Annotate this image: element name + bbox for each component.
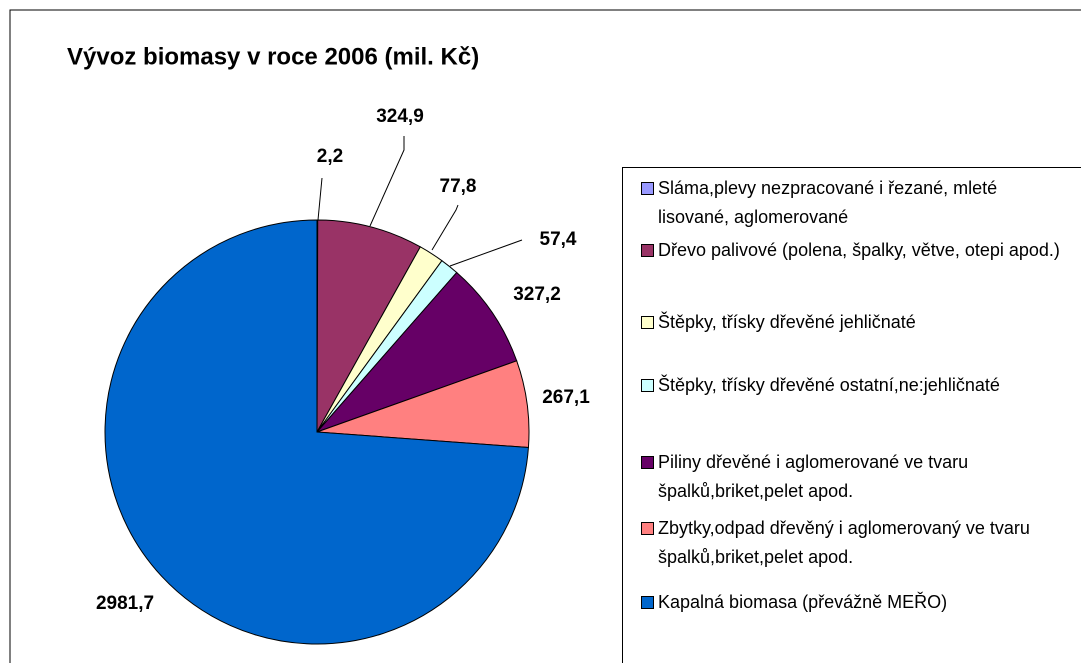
leader-line: [431, 204, 459, 251]
legend-label: Štěpky, třísky dřevěné ostatní,ne:jehlič…: [658, 375, 1000, 395]
data-label: 77,8: [440, 176, 477, 197]
legend-label: Dřevo palivové (polena, špalky, větve, o…: [658, 240, 1060, 260]
legend-label: Sláma,plevy nezpracované i řezané, mleté…: [658, 178, 998, 227]
data-label: 327,2: [513, 284, 561, 305]
leader-line: [317, 177, 323, 221]
pie-slice: [315, 271, 518, 434]
pie-slice: [104, 219, 529, 645]
data-label: 57,4: [540, 229, 577, 250]
leader-line: [449, 239, 523, 267]
legend-swatch: [641, 596, 654, 609]
chart-title: Vývoz biomasy v roce 2006 (mil. Kč): [67, 43, 479, 70]
legend-label: Kapalná biomasa (převážně MEŘO): [658, 592, 948, 612]
pie-slice: [316, 219, 421, 434]
legend: Sláma,plevy nezpracované i řezané, mleté…: [622, 167, 1081, 663]
legend-item: Štěpky, třísky dřevěné jehličnaté: [641, 308, 1061, 337]
data-label: 2981,7: [96, 593, 154, 614]
data-label: 2,2: [317, 146, 343, 167]
legend-swatch: [641, 244, 654, 257]
legend-swatch: [641, 182, 654, 195]
legend-swatch: [641, 316, 654, 329]
legend-label: Zbytky,odpad dřevěný i aglomerovaný ve t…: [658, 518, 1030, 567]
leader-line: [369, 136, 405, 227]
legend-item: Kapalná biomasa (převážně MEŘO): [641, 588, 1061, 617]
legend-swatch: [641, 379, 654, 392]
legend-item: Sláma,plevy nezpracované i řezané, mleté…: [641, 174, 1061, 232]
legend-label: Štěpky, třísky dřevěné jehličnaté: [658, 312, 916, 332]
data-label: 267,1: [542, 387, 590, 408]
legend-item: Dřevo palivové (polena, špalky, větve, o…: [641, 236, 1061, 265]
legend-item: Zbytky,odpad dřevěný i aglomerovaný ve t…: [641, 514, 1061, 572]
legend-swatch: [641, 456, 654, 469]
legend-swatch: [641, 522, 654, 535]
data-label: 324,9: [376, 106, 424, 127]
legend-item: Štěpky, třísky dřevěné ostatní,ne:jehlič…: [641, 371, 1061, 400]
legend-label: Piliny dřevěné i aglomerované ve tvaru š…: [658, 452, 969, 501]
legend-item: Piliny dřevěné i aglomerované ve tvaru š…: [641, 448, 1061, 506]
